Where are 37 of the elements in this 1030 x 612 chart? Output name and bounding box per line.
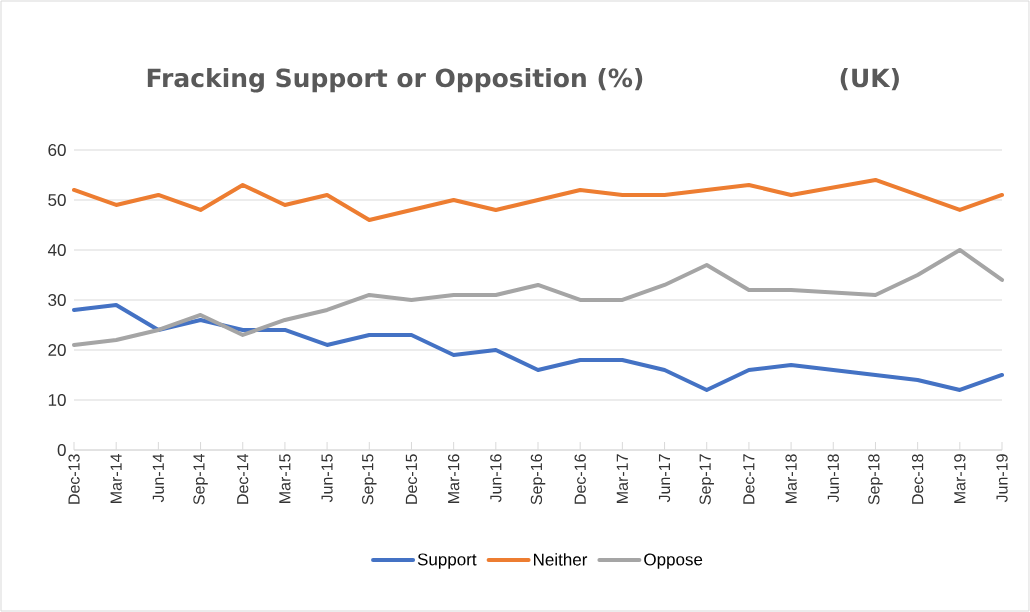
chart-subtitle: (UK) <box>840 68 899 91</box>
y-tick-label: 10 <box>48 393 66 407</box>
chart-title: Fracking Support or Opposition (%) <box>147 68 643 93</box>
x-tick-label: Mar-15 <box>279 454 291 503</box>
x-tick-label: Dec-15 <box>405 454 418 504</box>
x-tick-label: Jun-17 <box>658 454 671 503</box>
x-tick-label: Sep-14 <box>193 454 208 505</box>
x-tick-label: Jun-18 <box>827 454 839 503</box>
x-tick-label: Dec-17 <box>743 454 755 504</box>
legend-label: Neither <box>534 553 588 566</box>
x-tick-label: Mar-18 <box>785 454 797 503</box>
x-tick-label: Jun-15 <box>321 454 333 503</box>
y-tick-label: 50 <box>48 193 66 207</box>
x-tick-label: Dec-16 <box>574 454 586 504</box>
y-tick-label: 20 <box>48 343 66 357</box>
y-tick-label: 40 <box>47 243 66 257</box>
x-tick-label: Dec-13 <box>68 454 80 504</box>
y-tick-label: 30 <box>48 293 66 307</box>
x-tick-label: Mar-19 <box>954 454 966 503</box>
x-tick-label: Jun-14 <box>152 454 164 503</box>
y-tick-label: 60 <box>48 143 66 157</box>
legend-label: Oppose <box>644 553 703 569</box>
x-tick-label: Sep-17 <box>699 454 714 505</box>
x-tick-label: Mar-16 <box>447 454 460 503</box>
x-tick-label: Sep-18 <box>868 454 883 505</box>
legend-label: Support <box>417 553 477 569</box>
x-tick-label: Jun-16 <box>490 454 502 503</box>
x-tick-label: Sep-15 <box>362 454 377 505</box>
x-tick-label: Dec-14 <box>237 454 249 504</box>
line-series <box>72 247 1004 347</box>
x-tick-label: Jun-19 <box>996 454 1008 503</box>
x-tick-label: Mar-17 <box>616 454 628 503</box>
x-tick-label: Dec-18 <box>911 454 924 504</box>
line-series <box>72 302 1004 392</box>
x-tick-label: Sep-16 <box>530 454 546 505</box>
x-tick-label: Mar-14 <box>110 454 122 503</box>
y-tick-label: 0 <box>57 443 66 457</box>
